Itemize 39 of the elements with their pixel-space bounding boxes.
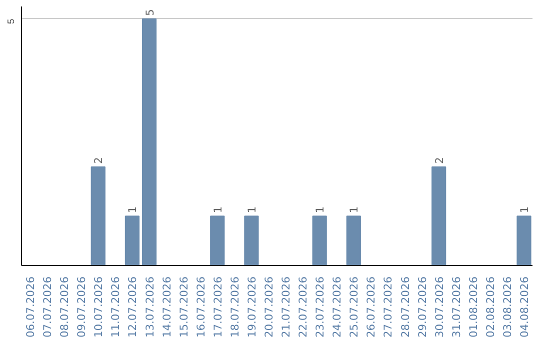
x-tick-label: 16.07.2026 <box>194 276 208 338</box>
x-tick-label: 06.07.2026 <box>24 276 38 338</box>
x-tick-label: 18.07.2026 <box>228 276 242 338</box>
x-tick-label: 14.07.2026 <box>160 276 174 338</box>
x-tick-label: 03.08.2026 <box>500 276 514 338</box>
x-tick-label: 09.07.2026 <box>75 276 88 338</box>
x-tick-label: 30.07.2026 <box>432 276 446 338</box>
x-tick-label: 20.07.2026 <box>262 276 276 338</box>
x-tick-label: 15.07.2026 <box>177 276 190 338</box>
data-label: 1 <box>518 206 531 214</box>
x-tick-label: 22.07.2026 <box>296 276 310 338</box>
data-label: 2 <box>92 157 106 164</box>
x-tick-label: 10.07.2026 <box>92 276 106 338</box>
x-tick-label: 26.07.2026 <box>364 276 378 338</box>
x-tick-label: 21.07.2026 <box>280 276 293 338</box>
x-tick-label: 27.07.2026 <box>382 276 395 338</box>
x-tick-label: 08.07.2026 <box>58 276 72 338</box>
x-tick-label: 24.07.2026 <box>330 276 344 338</box>
data-label: 2 <box>432 157 446 164</box>
data-label: 1 <box>126 206 140 214</box>
x-tick-label: 23.07.2026 <box>314 276 327 338</box>
data-label: 1 <box>245 206 258 214</box>
x-tick-label: 07.07.2026 <box>41 276 54 338</box>
data-label: 1 <box>314 206 327 214</box>
data-label: 1 <box>211 206 224 214</box>
data-label: 1 <box>348 206 361 214</box>
x-tick-label: 25.07.2026 <box>348 276 361 338</box>
x-tick-label: 01.08.2026 <box>466 276 480 338</box>
x-tick-label: 17.07.2026 <box>211 276 224 338</box>
x-tick-label: 29.07.2026 <box>416 276 429 338</box>
x-tick-label: 12.07.2026 <box>126 276 140 338</box>
data-label: 5 <box>143 9 156 16</box>
x-tick-label: 04.08.2026 <box>518 276 531 338</box>
x-tick-label: 13.07.2026 <box>143 276 156 338</box>
x-tick-label: 31.07.2026 <box>450 276 463 338</box>
x-tick-label: 11.07.2026 <box>109 276 122 338</box>
x-tick-label: 28.07.2026 <box>398 276 412 338</box>
x-tick-label: 19.07.2026 <box>245 276 258 338</box>
x-tick-label: 02.08.2026 <box>484 276 497 338</box>
